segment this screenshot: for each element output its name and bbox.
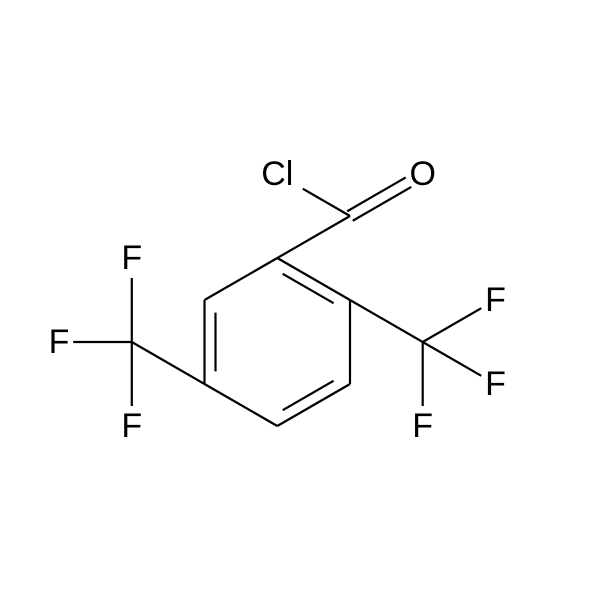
bond-line [132, 342, 205, 384]
bond-line [303, 189, 350, 216]
bond-line [277, 384, 350, 426]
bond-line [205, 384, 278, 426]
atom-label-o: O [409, 155, 435, 193]
bond-line [277, 216, 350, 258]
bond-line [205, 258, 278, 300]
atom-label-f: F [49, 323, 70, 361]
chemical-structure-diagram: Cl O F F F F F F [0, 0, 600, 600]
bond-line [350, 300, 423, 342]
bond-line [277, 258, 350, 300]
bond-line [423, 342, 482, 376]
atom-label-f: F [485, 365, 506, 403]
bond-line [283, 274, 334, 303]
bond-line [283, 381, 334, 410]
atom-label-f: F [485, 281, 506, 319]
atom-label-f: F [121, 407, 142, 445]
atom-label-f: F [412, 407, 433, 445]
atom-label-f: F [121, 239, 142, 277]
bond-line [423, 308, 482, 342]
atom-label-cl: Cl [261, 155, 293, 193]
